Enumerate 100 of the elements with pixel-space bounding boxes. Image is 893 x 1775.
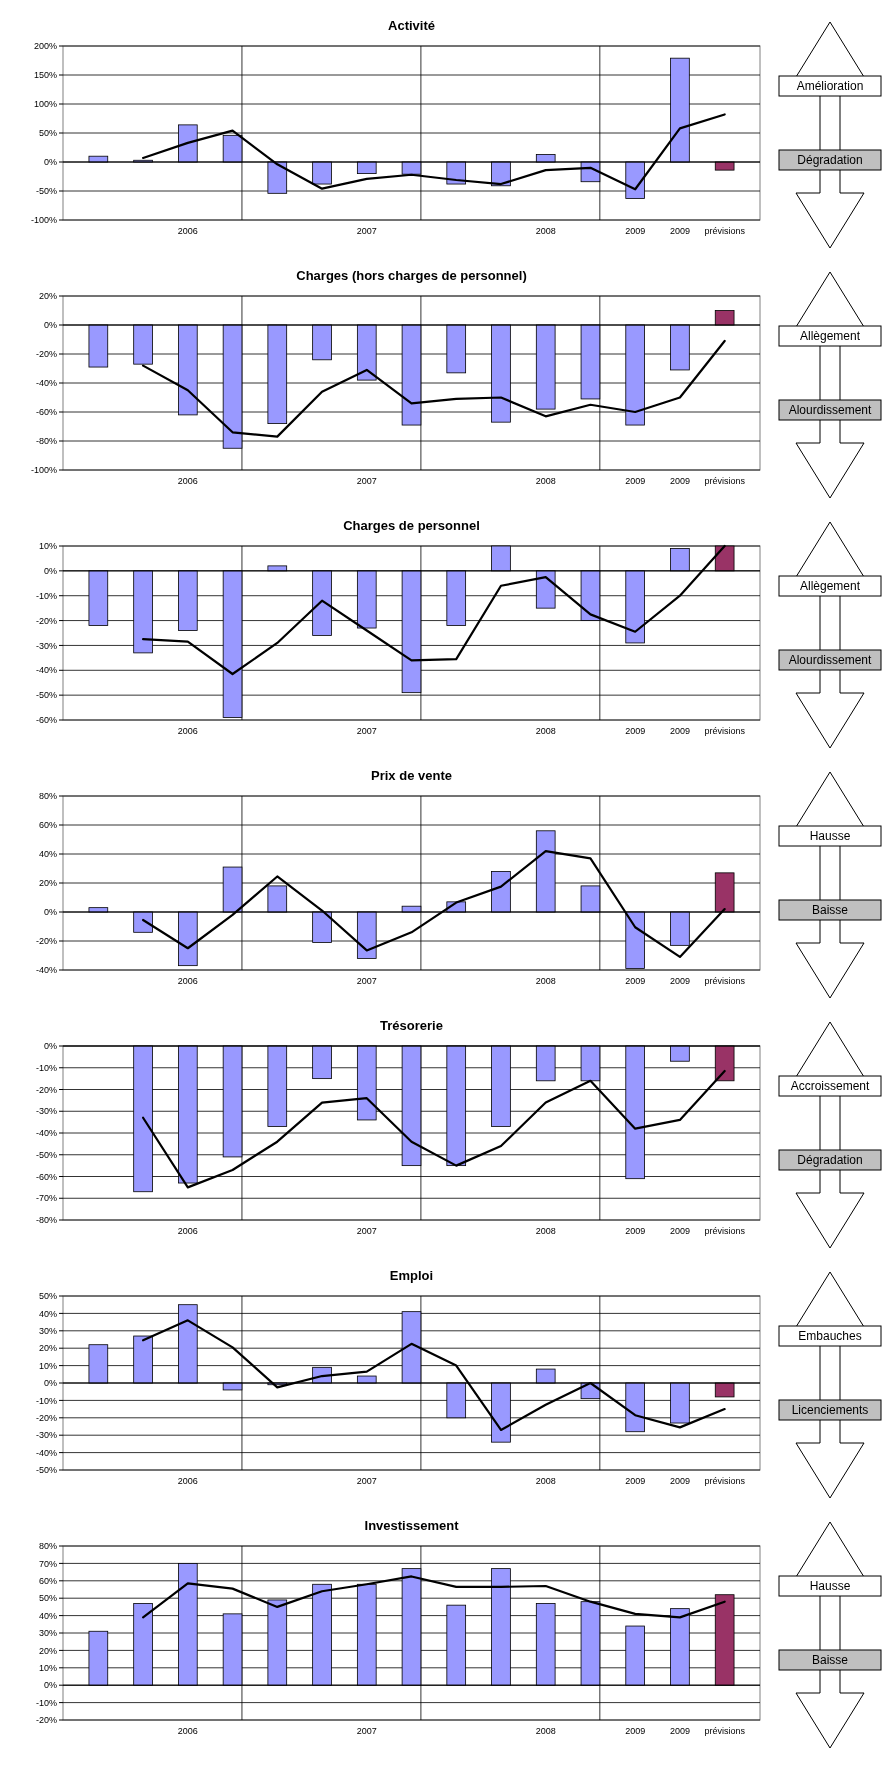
- y-tick-label: 0%: [43, 1041, 57, 1052]
- text: Accroissement: [790, 1079, 871, 1094]
- y-tick-label: 50%: [38, 128, 57, 139]
- x-tick-label: 2009: [625, 1726, 646, 1736]
- x-tick-label: 2009: [625, 226, 646, 236]
- x-tick-label: 2008: [535, 726, 556, 736]
- x-tick-label: 2009: [669, 1226, 690, 1236]
- x-tick-label: prévisions: [704, 226, 746, 236]
- text: Hausse: [809, 829, 851, 844]
- y-tick-label: -80%: [35, 1215, 57, 1226]
- text: Baisse: [811, 903, 849, 918]
- x-tick-label: 2009: [669, 476, 690, 486]
- x-tick-label: 2009: [625, 476, 646, 486]
- y-tick-label: -20%: [35, 1084, 57, 1095]
- x-tick-label: 2007: [356, 1476, 377, 1486]
- x-tick-label: prévisions: [704, 976, 746, 986]
- y-tick-label: 100%: [33, 99, 57, 110]
- x-tick-label: 2006: [177, 976, 198, 986]
- x-tick-label: 2006: [177, 476, 198, 486]
- y-tick-label: -100%: [30, 465, 57, 476]
- x-tick-label: 2007: [356, 226, 377, 236]
- x-tick-label: 2007: [356, 1726, 377, 1736]
- text: Dégradation: [797, 153, 863, 168]
- y-tick-label: -60%: [35, 1171, 57, 1182]
- chart-title: Prix de vente: [371, 768, 452, 783]
- y-tick-label: 10%: [38, 1662, 57, 1673]
- chart-title: Charges de personnel: [343, 518, 480, 533]
- y-tick-label: 30%: [38, 1628, 57, 1639]
- x-tick-label: 2008: [535, 1726, 556, 1736]
- text: Baisse: [811, 1653, 849, 1668]
- y-tick-label: -10%: [35, 590, 57, 601]
- y-tick-label: -20%: [35, 1412, 57, 1423]
- x-tick-label: 2006: [177, 726, 198, 736]
- x-tick-label: 2009: [625, 1226, 646, 1236]
- y-tick-label: 0%: [43, 566, 57, 577]
- y-tick-label: 40%: [38, 849, 57, 860]
- y-tick-label: 20%: [38, 1343, 57, 1354]
- y-tick-label: -50%: [35, 1465, 57, 1476]
- y-tick-label: -40%: [35, 665, 57, 676]
- y-tick-label: 10%: [38, 541, 57, 552]
- chart-title: Activité: [388, 18, 435, 33]
- y-tick-label: -10%: [35, 1395, 57, 1406]
- y-tick-label: 70%: [38, 1558, 57, 1569]
- y-tick-label: 0%: [43, 1378, 57, 1389]
- y-tick-label: 60%: [38, 1575, 57, 1586]
- x-tick-label: 2007: [356, 476, 377, 486]
- y-tick-label: -20%: [35, 615, 57, 626]
- x-tick-label: 2009: [669, 1726, 690, 1736]
- y-tick-label: -30%: [35, 640, 57, 651]
- x-tick-label: 2006: [177, 1476, 198, 1486]
- x-tick-label: prévisions: [704, 726, 746, 736]
- y-tick-label: -10%: [35, 1697, 57, 1708]
- y-tick-label: -60%: [35, 715, 57, 726]
- text: Embauches: [798, 1329, 862, 1344]
- y-tick-label: -30%: [35, 1430, 57, 1441]
- y-tick-label: -20%: [35, 349, 57, 360]
- chart-title: Trésorerie: [380, 1018, 443, 1033]
- x-tick-label: prévisions: [704, 1476, 746, 1486]
- y-tick-label: 150%: [33, 70, 57, 81]
- x-tick-label: 2009: [669, 726, 690, 736]
- y-tick-label: -10%: [35, 1062, 57, 1073]
- chart-title: Emploi: [389, 1268, 434, 1283]
- y-tick-label: -50%: [35, 690, 57, 701]
- x-tick-label: 2009: [669, 976, 690, 986]
- y-tick-label: -50%: [35, 1149, 57, 1160]
- y-tick-label: -50%: [35, 186, 57, 197]
- text: Hausse: [809, 1579, 851, 1594]
- y-tick-label: 20%: [38, 1645, 57, 1656]
- x-tick-label: 2009: [625, 726, 646, 736]
- y-tick-label: 40%: [38, 1308, 57, 1319]
- text: Dégradation: [797, 1153, 863, 1168]
- y-tick-label: 80%: [38, 1541, 57, 1552]
- y-tick-label: -40%: [35, 965, 57, 976]
- y-tick-label: 0%: [43, 320, 57, 331]
- text: Alourdissement: [788, 653, 873, 668]
- y-tick-label: 60%: [38, 820, 57, 831]
- y-tick-label: 0%: [43, 1680, 57, 1691]
- x-tick-label: 2009: [669, 226, 690, 236]
- y-tick-label: 200%: [33, 41, 57, 52]
- y-tick-label: -40%: [35, 1128, 57, 1139]
- y-tick-label: 50%: [38, 1291, 57, 1302]
- y-tick-label: 50%: [38, 1593, 57, 1604]
- y-tick-label: 20%: [38, 291, 57, 302]
- y-tick-label: 40%: [38, 1610, 57, 1621]
- x-tick-label: 2009: [625, 1476, 646, 1486]
- x-tick-label: prévisions: [704, 1726, 746, 1736]
- text: Amélioration: [796, 79, 864, 94]
- x-tick-label: 2007: [356, 726, 377, 736]
- y-tick-label: -20%: [35, 936, 57, 947]
- y-tick-label: 30%: [38, 1325, 57, 1336]
- y-tick-label: -40%: [35, 1447, 57, 1458]
- x-tick-label: 2006: [177, 1726, 198, 1736]
- x-tick-label: 2007: [356, 976, 377, 986]
- x-tick-label: 2009: [669, 1476, 690, 1486]
- text: Alourdissement: [788, 403, 873, 418]
- text: Allègement: [799, 579, 861, 594]
- x-tick-label: 2008: [535, 226, 556, 236]
- x-tick-label: prévisions: [704, 476, 746, 486]
- x-tick-label: 2008: [535, 1226, 556, 1236]
- x-tick-label: 2006: [177, 1226, 198, 1236]
